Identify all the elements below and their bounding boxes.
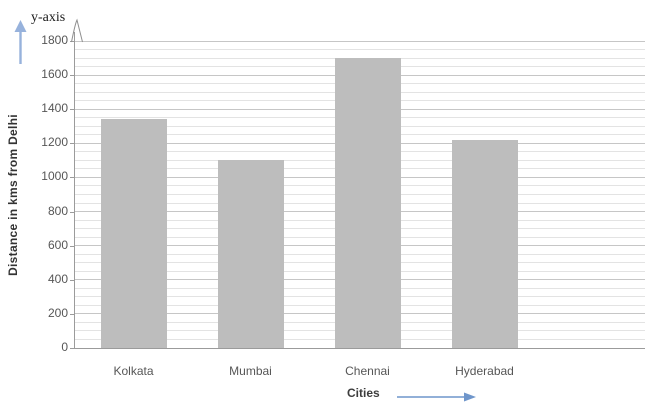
x-axis-line: [74, 348, 645, 349]
bar-hyderabad: [451, 139, 518, 348]
bar-kolkata: [100, 119, 167, 348]
y-tick-label: 400: [47, 271, 68, 286]
axis-tip-arrow-icon: [71, 18, 83, 43]
y-tick-label: 600: [47, 237, 68, 252]
y-axis-tick: [70, 245, 74, 247]
y-axis-tick: [70, 109, 74, 111]
y-axis-title: Distance in kms from Delhi: [6, 114, 20, 276]
y-axis-tick: [70, 348, 74, 349]
major-gridline: [75, 40, 645, 42]
y-tick-label: 1600: [41, 67, 68, 82]
y-tick-label: 800: [47, 203, 68, 218]
y-axis-tick: [70, 177, 74, 179]
y-axis-tick: [70, 279, 74, 281]
y-axis-tick: [70, 143, 74, 145]
x-axis-arrow-head: [464, 392, 476, 402]
x-tick-label-kolkata: Kolkata: [113, 364, 154, 378]
y-axis-tick: [70, 313, 74, 315]
minor-gridline: [75, 49, 645, 51]
y-axis-tick: [70, 211, 74, 213]
y-tick-label: 1200: [41, 135, 68, 150]
y-tick-label: 0: [61, 340, 68, 354]
y-axis-line: [74, 32, 75, 348]
y-axis-tick: [70, 75, 74, 77]
y-tick-label: 1800: [41, 33, 68, 47]
y-tick-label: 1400: [41, 101, 68, 116]
x-tick-label-chennai: Chennai: [345, 364, 390, 378]
x-tick-label-hyderabad: Hyderabad: [455, 364, 514, 378]
bar-chennai: [334, 58, 401, 348]
x-axis-arrow-icon: [397, 392, 476, 402]
bar-mumbai: [217, 160, 284, 348]
x-tick-label-mumbai: Mumbai: [229, 364, 272, 378]
y-axis-annotation: y-axis: [31, 10, 66, 25]
y-axis-arrow-head: [14, 20, 27, 32]
y-tick-label: 1000: [41, 169, 68, 184]
y-tick-label: 200: [47, 305, 68, 320]
axis-tip-stroke: [71, 18, 83, 43]
y-axis-arrow-icon: [14, 20, 27, 64]
x-axis-title: Cities: [347, 386, 380, 400]
